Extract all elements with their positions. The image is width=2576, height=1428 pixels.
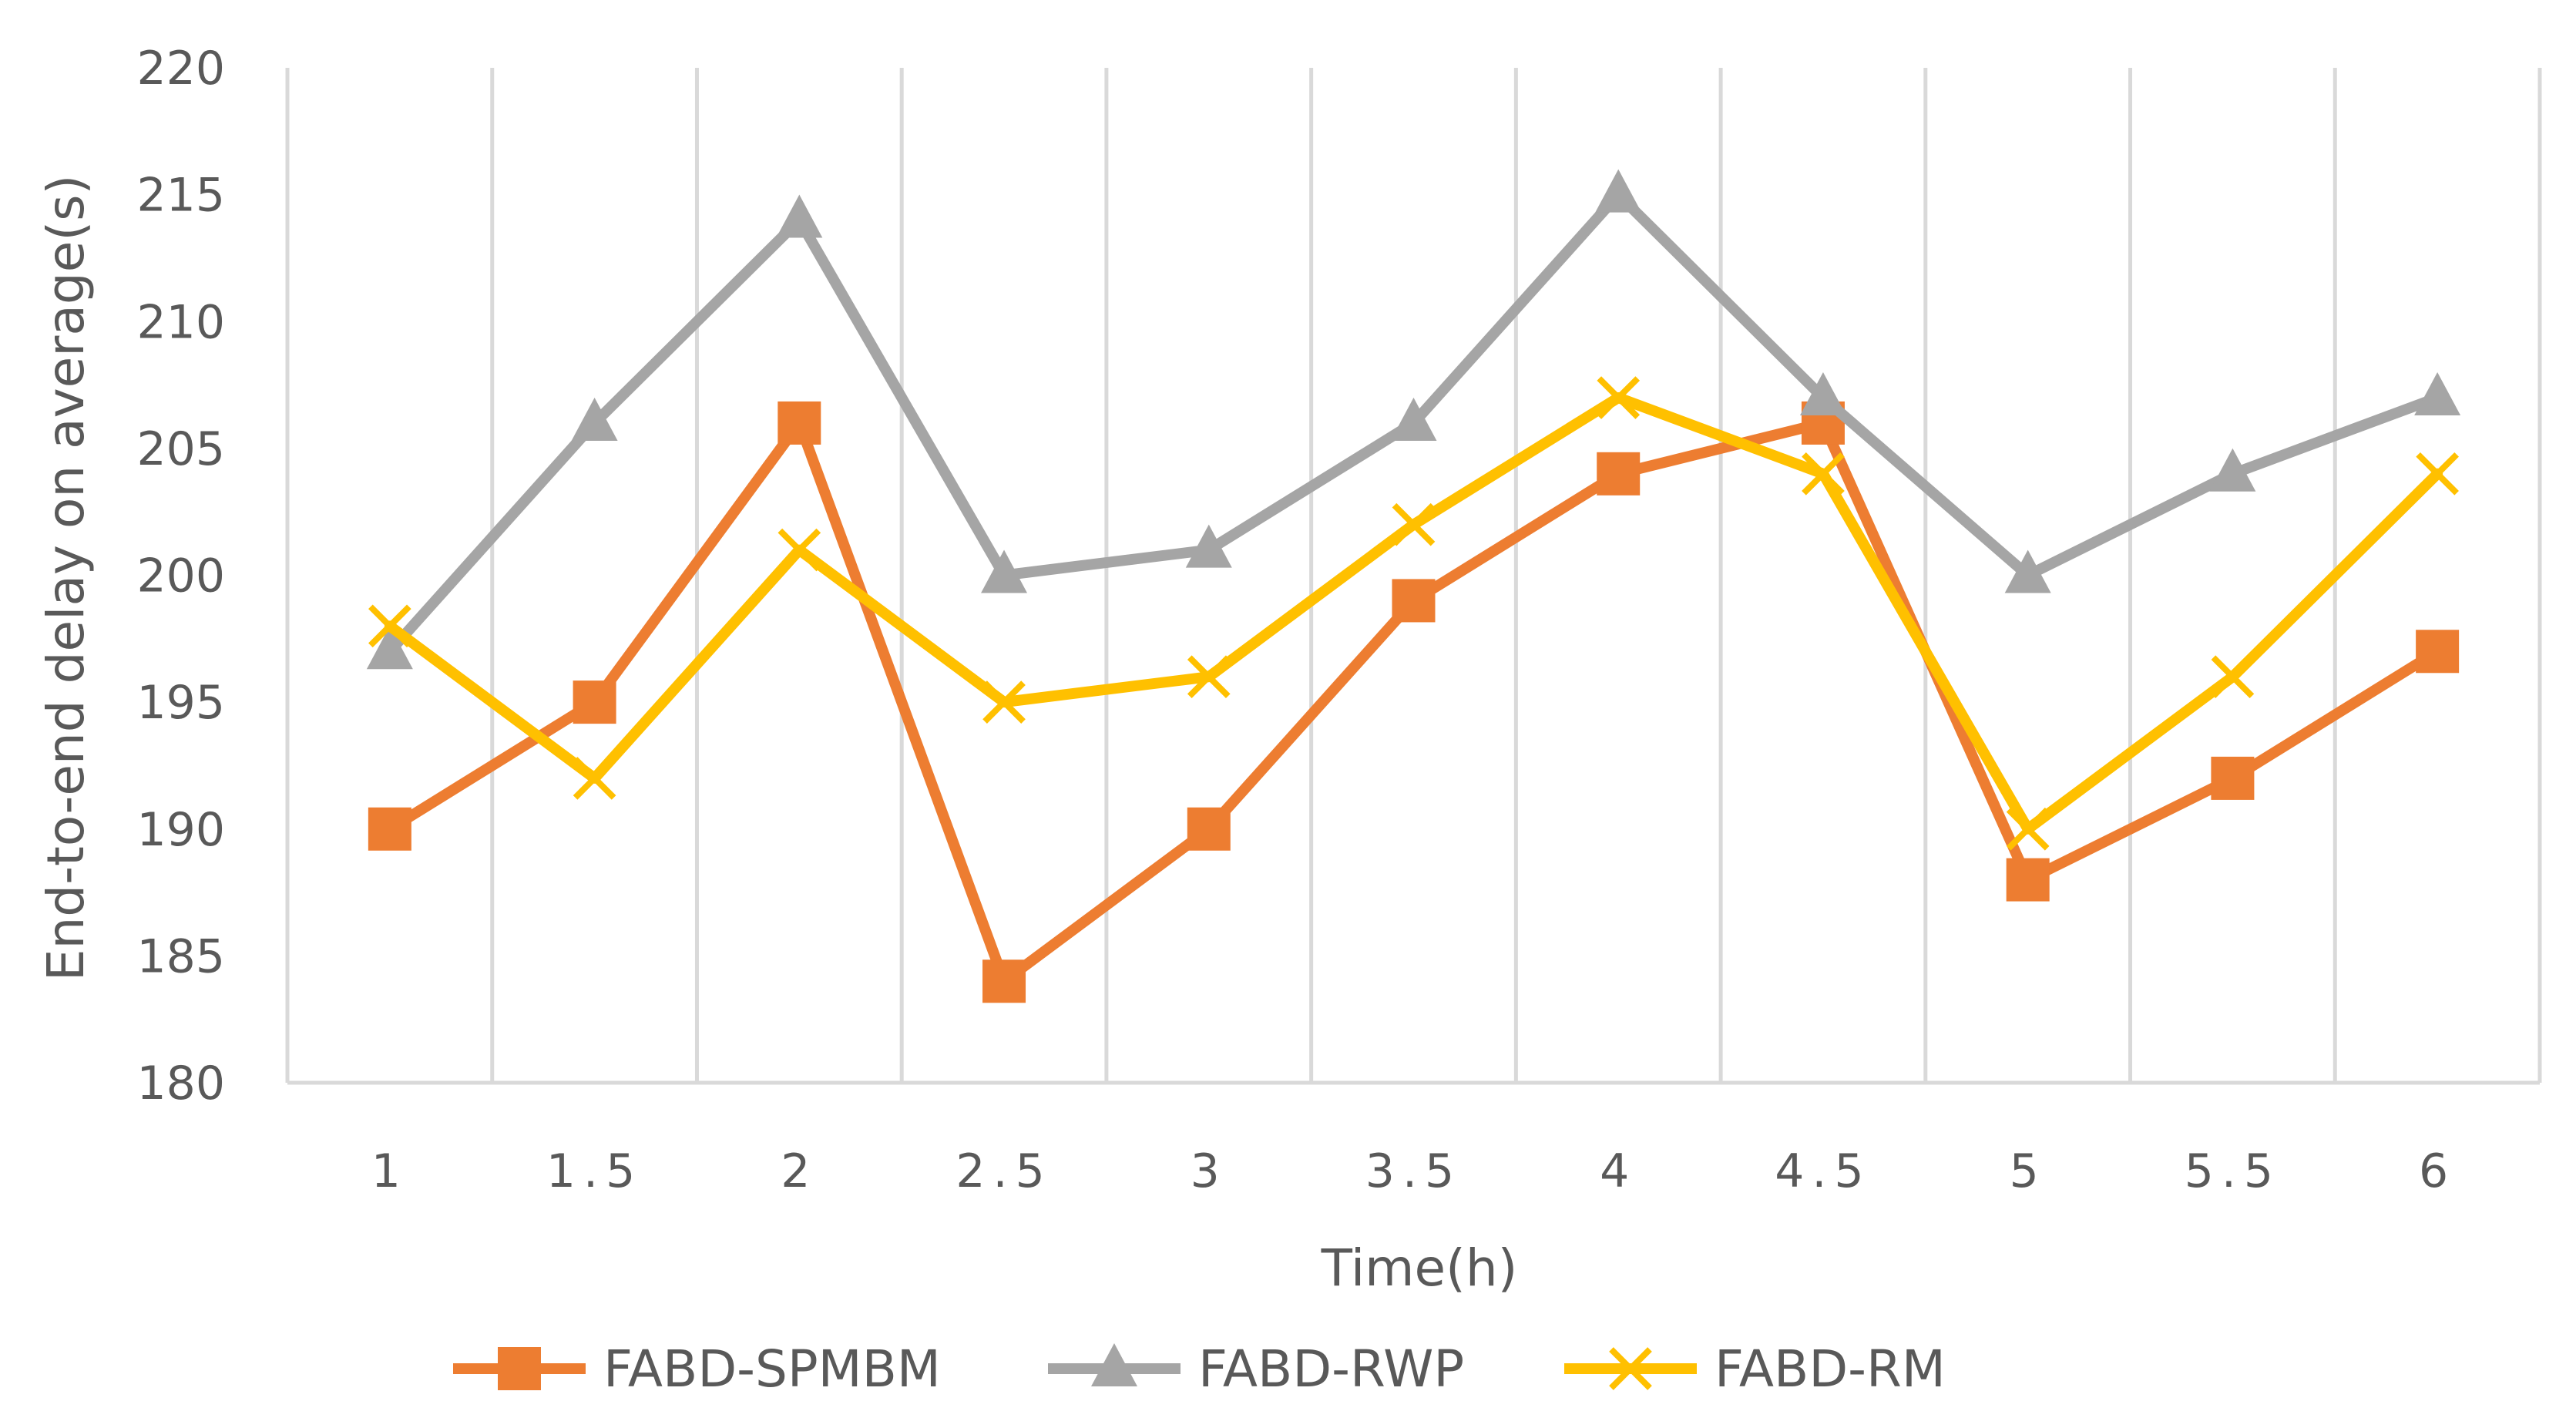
legend: FABD-SPMBM FABD-RWP FABD-RM <box>453 1339 1946 1399</box>
x-marker <box>368 604 411 648</box>
square-marker <box>1392 579 1436 623</box>
triangle-marker <box>1799 372 1846 416</box>
y-tick-label: 210 <box>136 295 225 349</box>
x-marker <box>2416 452 2459 496</box>
square-marker <box>1597 452 1641 496</box>
x-tick-label: 6 <box>2419 1144 2456 1198</box>
legend-label: FABD-RWP <box>1198 1339 1464 1399</box>
triangle-marker <box>2004 549 2051 593</box>
x-marker <box>982 680 1026 724</box>
square-marker <box>2006 858 2050 902</box>
triangle-marker <box>2414 372 2461 416</box>
x-tick-label: 1.5 <box>546 1144 643 1198</box>
legend-entry: FABD-RM <box>1564 1339 1946 1399</box>
x-marker <box>573 757 616 800</box>
x-marker-stroke <box>2006 807 2050 851</box>
y-tick-label: 215 <box>136 169 225 223</box>
y-tick-label: 185 <box>136 929 225 983</box>
x-marker <box>1392 502 1436 546</box>
legend-label: FABD-RM <box>1715 1339 1946 1399</box>
x-tick-label: 3.5 <box>1365 1144 1462 1198</box>
x-marker-stroke <box>1187 655 1231 699</box>
x-marker-stroke <box>982 680 1026 724</box>
triangle-marker <box>2209 448 2256 492</box>
square-marker <box>778 401 821 445</box>
x-tick-label: 1 <box>371 1144 408 1198</box>
x-marker <box>1609 1347 1652 1390</box>
x-marker <box>2211 655 2255 699</box>
x-marker <box>1802 452 1845 496</box>
x-marker <box>2006 807 2050 851</box>
series-group <box>366 169 2461 1003</box>
y-tick-label: 205 <box>136 422 225 476</box>
square-marker <box>2211 756 2255 800</box>
x-tick-label: 4 <box>1600 1144 1637 1198</box>
triangle-marker <box>1091 1343 1137 1386</box>
y-tick-label: 190 <box>136 803 225 857</box>
y-tick-label: 180 <box>136 1057 225 1110</box>
x-tick-label: 5 <box>2010 1144 2047 1198</box>
gridlines <box>285 68 2542 1083</box>
square-marker <box>573 680 616 724</box>
x-marker-stroke <box>778 528 821 572</box>
x-tick-label: 2 <box>781 1144 818 1198</box>
x-marker-stroke <box>368 604 411 648</box>
x-marker <box>1187 655 1231 699</box>
x-tick-labels: 1 1.5 2 2.5 3 3.5 4 4.5 5 5.5 6 <box>371 1144 2456 1198</box>
x-tick-label: 3 <box>1191 1144 1228 1198</box>
square-marker <box>1187 807 1231 851</box>
x-tick-label: 5.5 <box>2185 1144 2281 1198</box>
legend-entry: FABD-RWP <box>1048 1339 1464 1399</box>
y-tick-label: 200 <box>136 549 225 603</box>
series-fabd-spmbm <box>368 401 2460 1003</box>
x-marker-stroke <box>1609 1347 1652 1390</box>
x-marker-stroke <box>1392 502 1436 546</box>
square-marker <box>368 807 411 851</box>
square-marker <box>982 959 1026 1003</box>
triangle-marker <box>1390 397 1437 441</box>
series-fabd-rwp <box>366 169 2461 670</box>
square-marker <box>2416 630 2460 674</box>
y-tick-label: 220 <box>136 42 225 96</box>
y-tick-label: 195 <box>136 676 225 730</box>
x-marker-stroke <box>573 757 616 800</box>
triangle-marker <box>366 626 413 670</box>
legend-label: FABD-SPMBM <box>603 1339 941 1399</box>
x-marker <box>778 528 821 572</box>
triangle-marker <box>776 194 823 238</box>
y-axis-title: End-to-end delay on average(s) <box>36 175 96 981</box>
triangle-marker <box>571 397 618 441</box>
x-axis-title: Time(h) <box>1321 1238 1518 1298</box>
x-marker-stroke <box>2416 452 2459 496</box>
y-tick-labels: 180 185 190 195 200 205 210 215 220 <box>136 42 225 1110</box>
x-marker <box>1597 376 1641 419</box>
x-marker-stroke <box>1597 376 1641 419</box>
x-marker-stroke <box>2211 655 2255 699</box>
x-tick-label: 2.5 <box>956 1144 1052 1198</box>
triangle-marker <box>1185 524 1232 568</box>
series-fabd-rm <box>368 376 2459 851</box>
x-marker-stroke <box>1802 452 1845 496</box>
legend-entry: FABD-SPMBM <box>453 1339 941 1399</box>
x-tick-label: 4.5 <box>1775 1144 1871 1198</box>
square-marker <box>498 1347 541 1390</box>
triangle-marker <box>981 549 1028 593</box>
triangle-marker <box>1595 169 1642 213</box>
